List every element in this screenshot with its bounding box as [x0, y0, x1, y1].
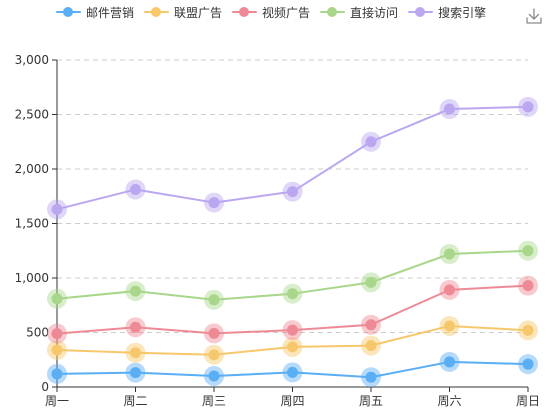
legend-swatch: [232, 5, 258, 19]
legend-swatch: [408, 5, 434, 19]
data-point: [208, 294, 220, 306]
data-point: [444, 248, 455, 260]
data-point: [51, 203, 63, 215]
data-point: [287, 366, 298, 378]
legend-item-email[interactable]: 邮件营销: [56, 4, 134, 21]
legend-item-search[interactable]: 搜索引擎: [408, 4, 486, 21]
data-point: [287, 341, 298, 353]
x-tick-label: 周六: [437, 394, 461, 408]
data-point: [287, 186, 298, 198]
data-point: [208, 197, 220, 209]
data-point: [365, 136, 377, 148]
data-point: [522, 101, 534, 113]
data-point: [51, 293, 63, 305]
legend-label: 搜索引擎: [438, 5, 487, 20]
data-point: [365, 276, 377, 288]
y-tick-label: 3,000: [15, 53, 49, 67]
data-point: [208, 370, 220, 382]
data-point: [130, 347, 141, 359]
x-tick-label: 周三: [202, 394, 226, 408]
x-tick-label: 周四: [280, 394, 304, 408]
data-point: [130, 183, 141, 195]
data-point: [444, 356, 455, 368]
data-point: [444, 103, 455, 115]
data-point: [365, 340, 377, 352]
data-point: [208, 349, 220, 361]
legend-swatch: [320, 5, 346, 19]
legend-label: 直接访问: [350, 5, 399, 20]
legend-label: 联盟广告: [174, 5, 223, 20]
data-point: [287, 324, 298, 336]
legend-item-union-ads[interactable]: 联盟广告: [144, 4, 222, 21]
legend-item-direct[interactable]: 直接访问: [320, 4, 398, 21]
legend-label: 视频广告: [262, 5, 311, 20]
data-point: [51, 328, 63, 340]
x-tick-label: 周二: [123, 394, 147, 408]
data-point: [287, 288, 298, 300]
data-point: [51, 344, 63, 356]
y-tick-label: 500: [26, 326, 49, 340]
data-point: [365, 319, 377, 331]
x-tick-label: 周日: [516, 394, 540, 408]
data-point: [130, 285, 141, 297]
data-point: [130, 321, 141, 333]
y-tick-label: 2,500: [15, 108, 49, 122]
x-tick-label: 周五: [359, 394, 383, 408]
legend: 邮件营销 联盟广告 视频广告 直接访问 搜索引擎: [56, 2, 496, 22]
legend-item-video-ads[interactable]: 视频广告: [232, 4, 310, 21]
data-point: [365, 371, 377, 383]
data-point: [444, 284, 455, 296]
data-point: [522, 280, 534, 292]
data-point: [51, 368, 63, 380]
data-point: [130, 367, 141, 379]
legend-swatch: [144, 5, 170, 19]
data-point: [522, 245, 534, 257]
data-point: [444, 320, 455, 332]
data-point: [208, 327, 220, 339]
y-tick-label: 2,000: [15, 162, 49, 176]
y-tick-label: 1,000: [15, 271, 49, 285]
x-tick-label: 周一: [45, 394, 69, 408]
data-point: [522, 324, 534, 336]
data-point: [522, 358, 534, 370]
legend-label: 邮件营销: [86, 5, 135, 20]
y-tick-label: 1,500: [15, 217, 49, 231]
y-tick-label: 0: [41, 380, 49, 394]
legend-swatch: [56, 5, 81, 19]
download-icon[interactable]: [524, 6, 544, 26]
